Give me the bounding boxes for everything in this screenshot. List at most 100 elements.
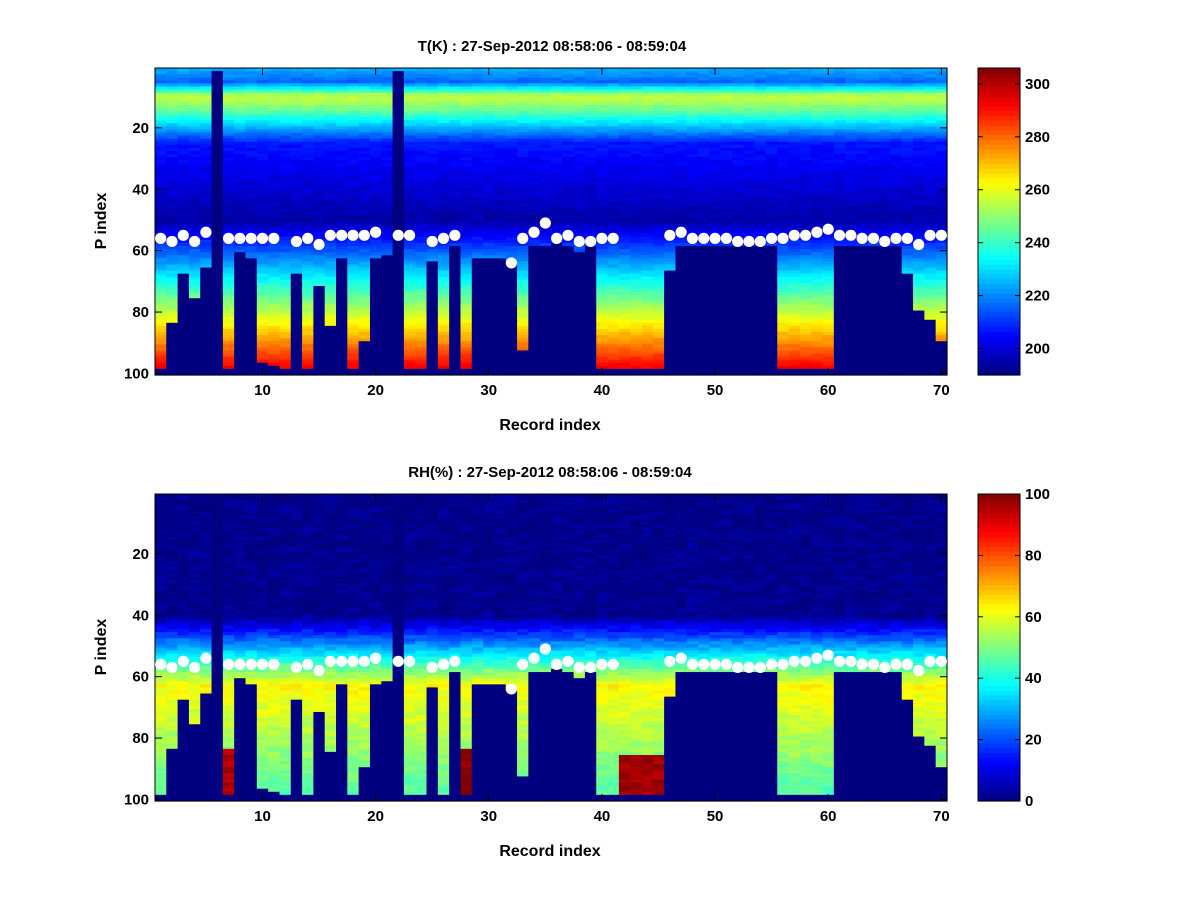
temperature-cell	[573, 184, 586, 189]
temperature-cell	[584, 153, 597, 158]
temperature-cell	[324, 153, 337, 158]
temperature-cell	[607, 295, 620, 299]
temperature-cell	[686, 89, 699, 94]
temperature-cell	[313, 289, 326, 293]
temperature-cell	[551, 190, 563, 195]
temperature-cell	[528, 101, 541, 106]
temperature-cell	[415, 129, 428, 134]
temperature-cell	[166, 203, 179, 207]
temperature-cell	[256, 101, 269, 106]
temperature-cell	[302, 95, 314, 100]
temperature-cell	[403, 196, 416, 201]
temperature-cell	[403, 322, 416, 327]
temperature-cell	[596, 132, 609, 137]
temperature-cell	[584, 104, 597, 109]
temperature-cell	[234, 114, 247, 118]
temperature-cell	[573, 200, 586, 204]
temperature-cell	[449, 279, 462, 284]
temperature-cell	[155, 332, 167, 336]
temperature-cell	[664, 89, 677, 94]
temperature-cell	[200, 114, 213, 118]
temperature-cell	[426, 255, 439, 259]
temperature-cell	[686, 107, 699, 112]
temperature-cell	[268, 206, 281, 210]
temperature-cell	[381, 292, 394, 296]
temperature-cell	[630, 289, 643, 293]
temperature-cell	[517, 224, 529, 229]
temperature-cell	[652, 178, 665, 183]
temperature-cell	[584, 120, 597, 124]
temperature-cell	[596, 107, 609, 112]
temperature-cell	[381, 196, 394, 201]
temperature-cell	[471, 74, 484, 78]
temperature-cell	[358, 77, 371, 81]
temperature-cell	[483, 80, 496, 84]
temperature-cell	[403, 92, 416, 97]
temperature-cell	[483, 184, 496, 189]
temperature-cell	[584, 301, 597, 305]
temperature-cell	[177, 77, 190, 81]
temperature-cell	[177, 350, 190, 355]
temperature-cell	[177, 184, 190, 189]
temperature-cell	[290, 175, 303, 180]
temperature-cell	[630, 184, 643, 189]
temperature-cell	[437, 350, 450, 355]
temperature-cell	[675, 344, 688, 348]
temperature-cell	[483, 221, 496, 226]
temperature-cell	[641, 138, 654, 143]
temperature-cell	[358, 313, 371, 318]
temperature-cell	[596, 101, 609, 106]
temperature-cell	[336, 242, 348, 247]
temperature-cell	[596, 209, 609, 213]
temperature-cell	[369, 292, 382, 296]
temperature-cell	[641, 175, 654, 180]
temperature-cell	[562, 132, 575, 137]
temperature-cell	[245, 292, 258, 296]
temperature-cell	[256, 270, 269, 275]
temperature-cell	[686, 292, 699, 296]
temperature-cell	[188, 157, 201, 161]
temperature-cell	[607, 310, 620, 315]
temperature-cell	[200, 196, 213, 201]
temperature-cell	[686, 209, 699, 213]
temperature-cell	[460, 258, 473, 263]
temperature-cell	[358, 98, 371, 103]
temperature-cell	[403, 298, 416, 302]
temperature-cell	[641, 289, 654, 293]
temperature-cell	[483, 157, 496, 161]
temperature-cell	[211, 86, 224, 91]
temperature-cell	[369, 282, 382, 287]
temperature-cell	[302, 304, 314, 309]
temperature-cell	[709, 298, 722, 302]
temperature-cell	[290, 147, 303, 152]
temperature-cell	[494, 150, 507, 155]
temperature-cell	[539, 353, 552, 358]
temperature-cell	[483, 270, 496, 275]
temperature-cell	[177, 344, 190, 348]
temperature-cell	[324, 258, 337, 263]
temperature-cell	[686, 196, 699, 201]
temperature-cell	[573, 279, 586, 284]
temperature-cell	[403, 117, 416, 121]
temperature-cell	[437, 200, 450, 204]
temperature-cell	[313, 74, 326, 78]
temperature-cell	[652, 307, 665, 312]
temperature-cell	[324, 282, 337, 287]
temperature-cell	[177, 316, 190, 321]
temperature-cell	[290, 181, 303, 186]
temperature-cell	[222, 285, 235, 290]
temperature-cell	[584, 295, 597, 299]
temperature-cell	[652, 163, 665, 167]
temperature-cell	[652, 338, 665, 342]
temperature-cell	[630, 68, 643, 72]
temperature-cell	[234, 270, 247, 275]
temperature-cell	[573, 347, 586, 352]
temperature-cell	[403, 242, 416, 247]
temperature-cell	[256, 338, 269, 342]
temperature-cell	[686, 153, 699, 158]
temperature-cell	[200, 242, 213, 247]
temperature-cell	[449, 80, 462, 84]
temperature-cell	[415, 236, 428, 241]
temperature-cell	[551, 313, 563, 318]
temperature-cell	[279, 313, 292, 318]
